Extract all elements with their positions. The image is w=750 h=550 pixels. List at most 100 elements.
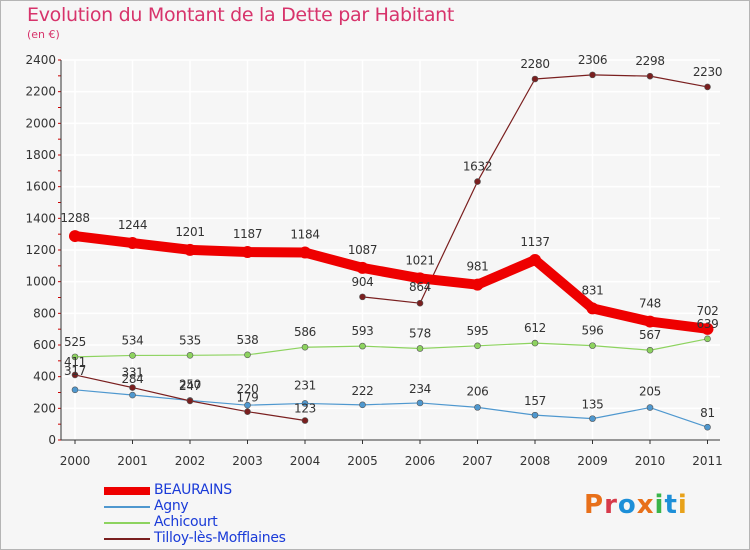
data-point xyxy=(586,302,599,315)
data-label: 135 xyxy=(581,398,603,412)
y-tick-label: 0 xyxy=(48,433,56,447)
y-tick-label: 400 xyxy=(33,370,56,384)
logo-letter: r xyxy=(604,490,618,520)
data-point xyxy=(186,351,194,359)
legend-label: BEAURAINS xyxy=(154,482,232,498)
data-label: 222 xyxy=(351,384,373,398)
series-tilloy-l-s-mofflaines xyxy=(71,71,711,424)
data-label: 234 xyxy=(409,382,431,396)
data-point xyxy=(474,178,481,185)
data-label: 317 xyxy=(64,364,86,378)
data-label: 831 xyxy=(581,283,603,297)
data-label: 331 xyxy=(121,366,143,380)
data-label: 904 xyxy=(351,275,373,289)
data-point xyxy=(644,315,656,328)
data-point xyxy=(244,401,251,409)
data-label: 639 xyxy=(696,317,718,331)
data-label: 81 xyxy=(700,406,715,420)
data-label: 596 xyxy=(581,324,603,338)
data-label: 220 xyxy=(236,382,258,396)
y-tick-label: 1600 xyxy=(25,180,56,194)
data-label: 538 xyxy=(236,333,258,347)
data-label: 205 xyxy=(639,385,661,399)
data-point xyxy=(471,278,484,291)
data-point xyxy=(241,246,254,259)
logo-letter: P xyxy=(584,490,605,520)
data-label: 864 xyxy=(409,280,431,294)
data-point xyxy=(359,342,366,350)
data-point xyxy=(531,339,539,347)
x-tick-label: 2005 xyxy=(347,454,378,468)
data-label: 247 xyxy=(179,379,201,393)
data-point xyxy=(71,353,79,361)
data-label: 567 xyxy=(639,328,661,342)
legend-swatch xyxy=(104,506,150,508)
y-tick-label: 2000 xyxy=(25,116,56,130)
data-label: 595 xyxy=(466,324,488,338)
data-point xyxy=(531,75,539,83)
data-label: 2230 xyxy=(693,65,722,79)
x-tick-label: 2008 xyxy=(520,454,551,468)
data-label: 1187 xyxy=(233,227,262,241)
proxiti-logo: Proxiti xyxy=(584,490,688,520)
legend-swatch xyxy=(104,487,150,495)
data-point xyxy=(646,346,654,354)
legend-item: Tilloy-lès-Mofflaines xyxy=(104,530,404,548)
data-point xyxy=(301,343,309,351)
data-label: 411 xyxy=(64,355,86,369)
x-tick-label: 2010 xyxy=(635,454,666,468)
data-point xyxy=(704,423,711,431)
data-point xyxy=(416,299,424,307)
data-label: 578 xyxy=(409,326,431,340)
data-point xyxy=(301,400,309,407)
data-point xyxy=(704,83,711,91)
y-tick-label: 1200 xyxy=(25,243,56,257)
data-point xyxy=(71,371,79,379)
data-label: 284 xyxy=(121,372,143,386)
data-point xyxy=(299,246,311,259)
chart-unit: (en €) xyxy=(27,28,60,41)
data-label: 2298 xyxy=(635,54,664,68)
legend-label: Achicourt xyxy=(154,514,218,530)
data-point xyxy=(184,243,196,256)
data-point xyxy=(71,386,79,394)
data-point xyxy=(531,411,539,419)
y-tick-label: 2400 xyxy=(25,53,56,67)
legend-swatch xyxy=(104,538,150,540)
data-label: 157 xyxy=(524,394,546,408)
data-label: 1201 xyxy=(175,225,204,239)
data-label: 206 xyxy=(466,384,488,398)
logo-letter: i xyxy=(654,490,665,520)
data-label: 250 xyxy=(179,377,201,391)
data-point xyxy=(416,399,424,407)
legend-item: Achicourt xyxy=(104,514,404,532)
data-label: 748 xyxy=(639,297,661,311)
data-point xyxy=(69,230,81,243)
data-point xyxy=(356,261,369,274)
data-point xyxy=(129,352,136,359)
legend-swatch xyxy=(104,522,150,524)
logo-letter: i xyxy=(677,490,688,520)
data-point xyxy=(474,404,481,411)
data-point xyxy=(646,72,654,80)
grid xyxy=(61,59,720,441)
x-tick-label: 2003 xyxy=(232,454,263,468)
legend-label: Tilloy-lès-Mofflaines xyxy=(154,530,286,546)
data-label: 1288 xyxy=(60,211,89,225)
data-label: 534 xyxy=(121,333,143,347)
data-label: 981 xyxy=(466,260,488,274)
data-label: 1184 xyxy=(290,228,319,242)
data-point xyxy=(416,345,424,352)
x-tick-label: 2004 xyxy=(290,454,321,468)
data-point xyxy=(186,397,194,405)
data-point xyxy=(704,335,711,343)
axes: 0 200 400 600 800 1000 1200 1400 1600 1800 2000 220… xyxy=(25,53,722,468)
data-point xyxy=(589,71,596,79)
data-label: 1087 xyxy=(348,243,377,257)
data-label: 1137 xyxy=(520,235,549,249)
data-label: 123 xyxy=(294,402,316,416)
data-label: 231 xyxy=(294,378,316,392)
y-tick-label: 200 xyxy=(33,401,56,415)
data-point xyxy=(359,293,366,301)
series-group xyxy=(69,71,714,431)
